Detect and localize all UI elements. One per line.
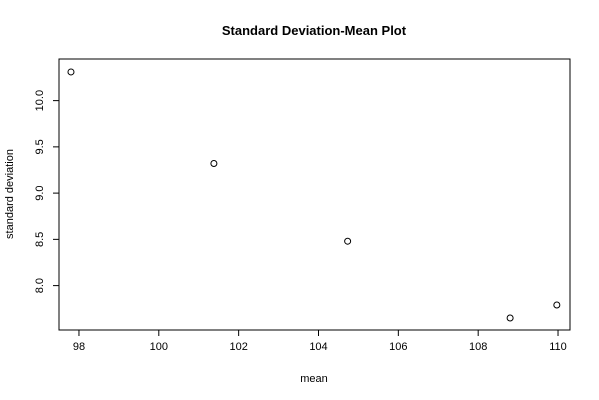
data-points	[67, 68, 561, 322]
x-tick-label: 106	[389, 341, 407, 353]
x-axis-label: mean	[300, 373, 328, 385]
y-tick-label: 8.0	[34, 278, 46, 293]
chart-title: Standard Deviation-Mean Plot	[222, 23, 407, 38]
y-tick-label: 10.0	[34, 90, 46, 111]
x-tick-label: 102	[229, 341, 247, 353]
y-tick-label: 8.5	[34, 232, 46, 247]
x-axis: 98 100 102 104 106 108 110	[73, 329, 567, 353]
x-tick-label: 104	[309, 341, 327, 353]
x-tick-label: 108	[469, 341, 487, 353]
data-point	[210, 160, 218, 168]
data-point	[553, 301, 561, 309]
y-tick-label: 9.0	[34, 185, 46, 200]
y-axis-label: standard deviation	[4, 149, 16, 239]
x-tick-label: 110	[549, 341, 567, 353]
x-tick-label: 98	[73, 341, 85, 353]
data-point	[506, 314, 514, 322]
y-tick-label: 9.5	[34, 139, 46, 154]
x-tick-label: 100	[150, 341, 168, 353]
y-axis: 8.0 8.5 9.0 9.5 10.0	[34, 90, 60, 293]
data-point	[344, 237, 352, 245]
data-point	[67, 68, 75, 76]
plot-frame	[58, 58, 571, 331]
